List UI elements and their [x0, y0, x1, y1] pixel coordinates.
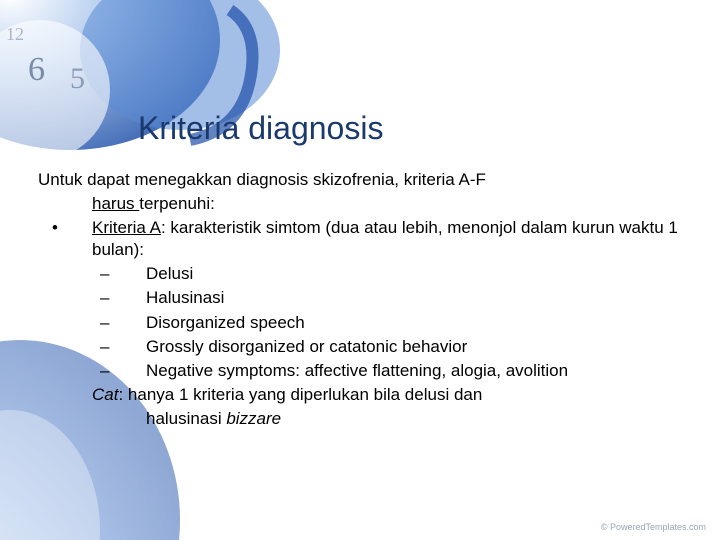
item-text: Disorganized speech: [146, 312, 682, 334]
intro-line1: Untuk dapat menegakkan diagnosis skizofr…: [38, 169, 682, 191]
cat-label: Cat: [92, 385, 118, 404]
item-text: Delusi: [146, 263, 682, 285]
cat-text2a: halusinasi: [146, 409, 226, 428]
item-text: Grossly disorganized or catatonic behavi…: [146, 336, 682, 358]
list-item: – Negative symptoms: affective flattenin…: [38, 360, 682, 382]
dash-marker: –: [92, 312, 146, 334]
kriteria-a-text: Kriteria A: karakteristik simtom (dua at…: [92, 217, 682, 261]
dash-marker: –: [92, 263, 146, 285]
dash-marker: –: [92, 336, 146, 358]
list-item: – Delusi: [38, 263, 682, 285]
footer-credit: © PoweredTemplates.com: [601, 522, 706, 532]
dash-marker: –: [92, 287, 146, 309]
bullet-marker: •: [38, 217, 92, 261]
slide-title: Kriteria diagnosis: [38, 110, 682, 147]
intro-harus: harus: [92, 194, 139, 213]
cat-text1: : hanya 1 kriteria yang diperlukan bila …: [118, 385, 482, 404]
item-text: Halusinasi: [146, 287, 682, 309]
cat-note-line1: Cat: hanya 1 kriteria yang diperlukan bi…: [38, 384, 682, 406]
kriteria-rest: : karakteristik simtom (dua atau lebih, …: [92, 218, 678, 259]
cat-text2b: bizzare: [226, 409, 281, 428]
list-item: – Grossly disorganized or catatonic beha…: [38, 336, 682, 358]
list-item: – Disorganized speech: [38, 312, 682, 334]
intro-line2: harus terpenuhi:: [38, 193, 682, 215]
cat-note-line2: halusinasi bizzare: [38, 408, 682, 430]
intro-terpenuhi: terpenuhi:: [139, 194, 215, 213]
slide-content: Kriteria diagnosis Untuk dapat menegakka…: [0, 0, 720, 430]
dash-marker: –: [92, 360, 146, 382]
list-item: – Halusinasi: [38, 287, 682, 309]
item-text: Negative symptoms: affective flattening,…: [146, 360, 682, 382]
kriteria-a-row: • Kriteria A: karakteristik simtom (dua …: [38, 217, 682, 261]
kriteria-label: Kriteria A: [92, 218, 161, 237]
